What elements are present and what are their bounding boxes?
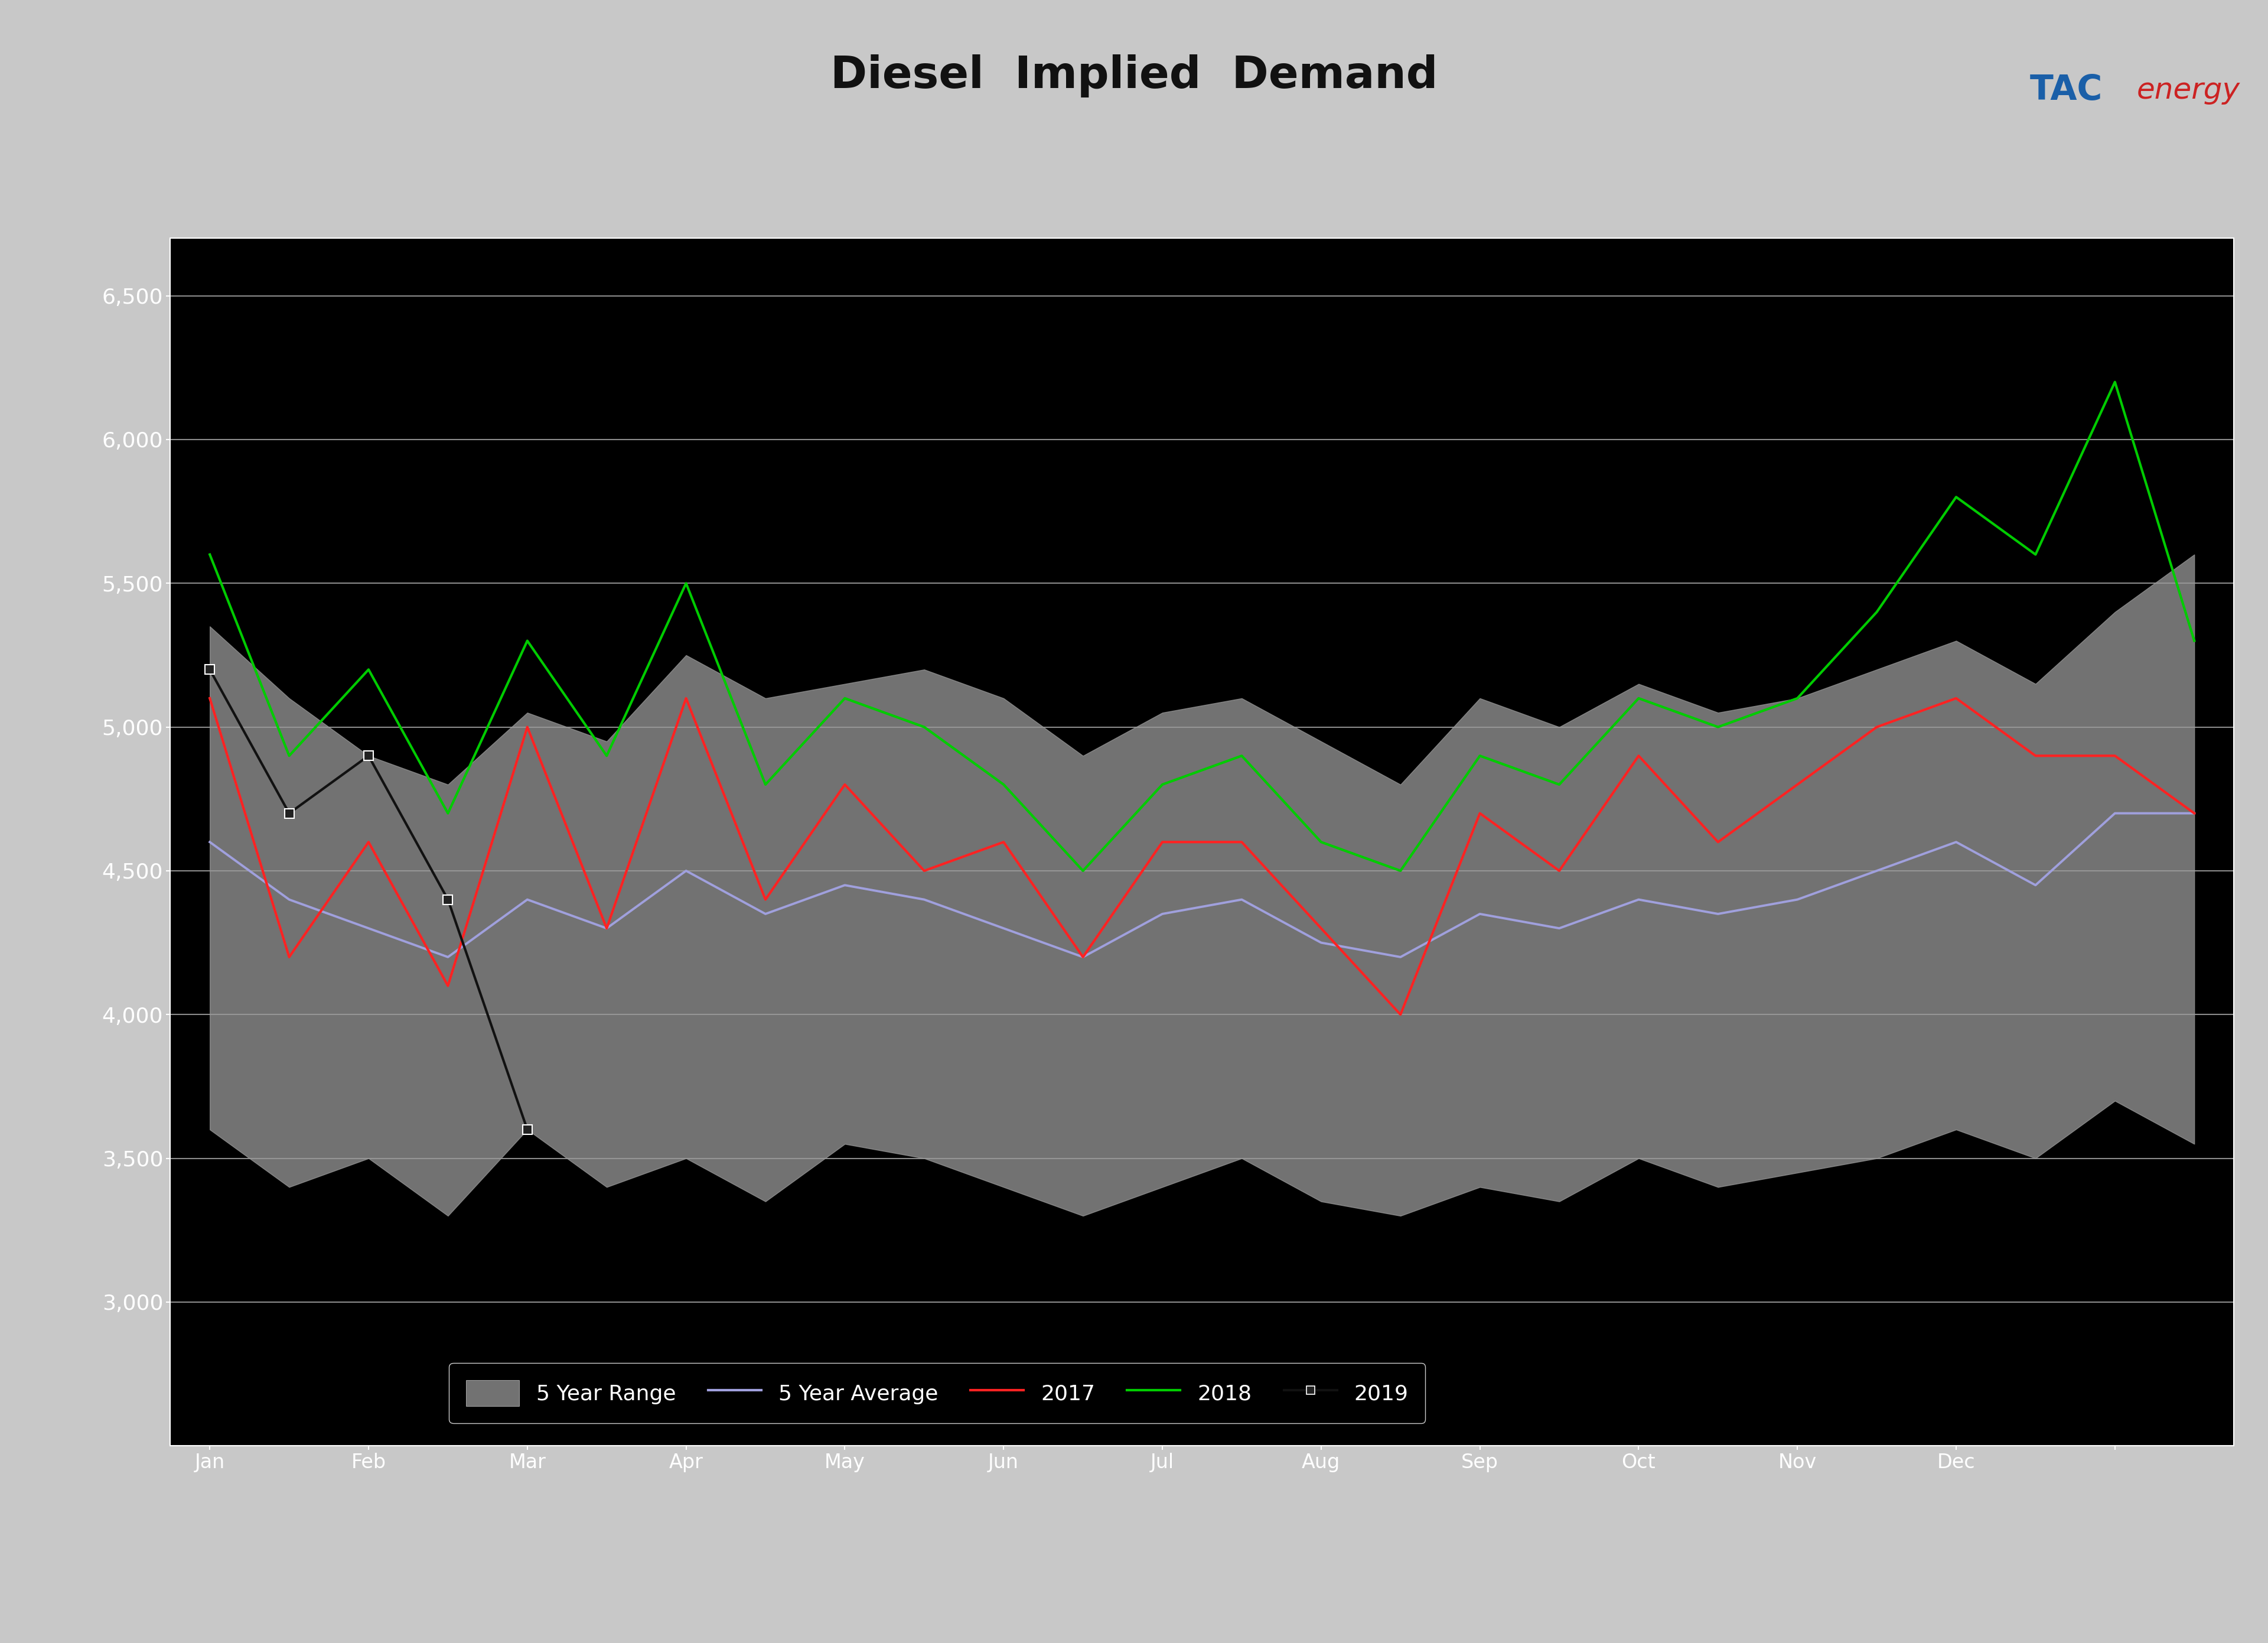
2018 [195, 545, 222, 565]
5 Year Average [594, 918, 621, 938]
2017 [2023, 746, 2050, 766]
Text: TAC: TAC [2030, 74, 2102, 107]
2019 [277, 803, 304, 823]
5 Year Average [1547, 918, 1574, 938]
2017 [1386, 1004, 1415, 1025]
5 Year Average [354, 918, 381, 938]
5 Year Average [912, 891, 939, 910]
2018 [1465, 746, 1492, 766]
2017 [1229, 831, 1256, 851]
Line: 2018: 2018 [209, 381, 2193, 871]
5 Year Average [2023, 876, 2050, 895]
5 Year Average [2180, 803, 2207, 823]
2017 [674, 688, 701, 708]
2017 [1864, 716, 1892, 736]
Line: 5 Year Average: 5 Year Average [209, 813, 2193, 956]
5 Year Average [435, 946, 463, 966]
2017 [1150, 831, 1177, 851]
5 Year Average [1706, 904, 1733, 923]
Text: Diesel  Implied  Demand: Diesel Implied Demand [830, 54, 1438, 97]
Legend: 5 Year Range, 5 Year Average, 2017, 2018, 2019: 5 Year Range, 5 Year Average, 2017, 2018… [449, 1364, 1427, 1423]
5 Year Average [1306, 933, 1334, 953]
2017 [1706, 831, 1733, 851]
2018 [830, 688, 857, 708]
2017 [1547, 861, 1574, 881]
2018 [354, 659, 381, 680]
2017 [513, 716, 540, 736]
2018 [1864, 601, 1892, 621]
5 Year Average [2100, 803, 2127, 823]
5 Year Average [1465, 904, 1492, 923]
2017 [2180, 803, 2207, 823]
5 Year Average [830, 876, 857, 895]
5 Year Average [1941, 831, 1969, 851]
2017 [2100, 746, 2127, 766]
2018 [594, 746, 621, 766]
2017 [1070, 946, 1098, 966]
2018 [2180, 631, 2207, 651]
5 Year Average [1864, 861, 1892, 881]
2017 [277, 946, 304, 966]
2019 [195, 659, 222, 680]
2018 [2100, 371, 2127, 391]
5 Year Average [1783, 891, 1810, 910]
2018 [753, 775, 780, 795]
5 Year Average [989, 918, 1016, 938]
2018 [2023, 545, 2050, 565]
2017 [195, 688, 222, 708]
Text: energy: energy [2136, 76, 2241, 105]
2018 [513, 631, 540, 651]
2017 [1624, 746, 1651, 766]
5 Year Average [277, 891, 304, 910]
2018 [912, 716, 939, 736]
5 Year Average [674, 861, 701, 881]
2018 [989, 775, 1016, 795]
2017 [435, 976, 463, 996]
2018 [1306, 831, 1334, 851]
2017 [1306, 918, 1334, 938]
2017 [1941, 688, 1969, 708]
2018 [674, 573, 701, 593]
2018 [1150, 775, 1177, 795]
5 Year Average [1150, 904, 1177, 923]
2018 [277, 746, 304, 766]
2019 [435, 891, 463, 910]
2017 [753, 891, 780, 910]
5 Year Average [195, 831, 222, 851]
2017 [354, 831, 381, 851]
2018 [1783, 688, 1810, 708]
2017 [1465, 803, 1492, 823]
5 Year Average [1624, 891, 1651, 910]
5 Year Average [513, 891, 540, 910]
2017 [989, 831, 1016, 851]
2017 [912, 861, 939, 881]
5 Year Average [753, 904, 780, 923]
Line: 2017: 2017 [209, 698, 2193, 1014]
2018 [1547, 775, 1574, 795]
2018 [1624, 688, 1651, 708]
2018 [1229, 746, 1256, 766]
5 Year Average [1229, 891, 1256, 910]
2017 [1783, 775, 1810, 795]
2017 [594, 918, 621, 938]
5 Year Average [1070, 946, 1098, 966]
2018 [1941, 486, 1969, 506]
2018 [1706, 716, 1733, 736]
2019 [513, 1121, 540, 1140]
2018 [1070, 861, 1098, 881]
2019 [354, 746, 381, 766]
5 Year Average [1386, 946, 1415, 966]
2018 [435, 803, 463, 823]
Line: 2019: 2019 [204, 665, 533, 1134]
2017 [830, 775, 857, 795]
2018 [1386, 861, 1415, 881]
